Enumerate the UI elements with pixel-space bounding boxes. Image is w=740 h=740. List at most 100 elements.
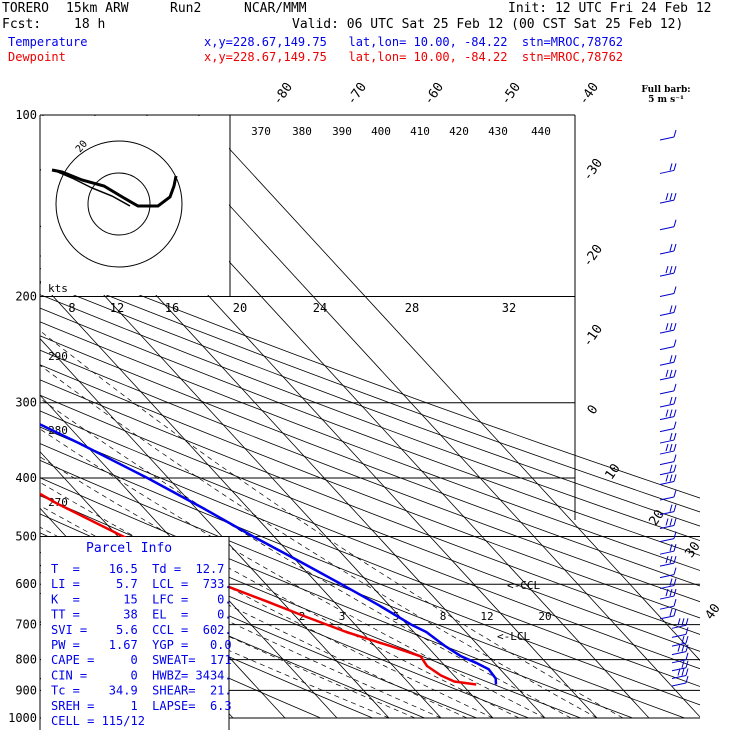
hodograph-speed-label: 24 [313, 301, 327, 315]
theta-label: 440 [531, 125, 551, 138]
hodograph-ring-inner [87, 172, 151, 236]
isobar-label-1000: 1000 [8, 711, 37, 725]
parcel-info-row: CIN = 0 HWBZ= 3434. [51, 668, 232, 682]
isotherm-label: 10 [602, 461, 623, 482]
isotherm-line [40, 338, 390, 719]
isobar-label-900: 900 [15, 683, 37, 697]
parcel-info-row: K = 15 LFC = 0. [51, 592, 232, 606]
forecast-hours: 18 h [74, 17, 106, 32]
legend-dewpoint-info: x,y=228.67,149.75 lat,lon= 10.00, -84.22… [204, 50, 624, 64]
forecast-label: Fcst: [2, 17, 42, 32]
wind-barb [659, 489, 677, 501]
wind-barb [659, 608, 677, 620]
wind-barb [659, 265, 677, 277]
dry-adiabat [40, 335, 700, 587]
wind-barb [659, 383, 677, 395]
wind-barb [659, 599, 677, 610]
wind-barb [659, 544, 677, 555]
parcel-info-row: Tc = 34.9 SHEAR= 21. [51, 684, 232, 698]
dry-adiabat [40, 571, 373, 719]
barb-legend-value: 5 m s⁻¹ [648, 95, 684, 105]
isobar-label-200: 200 [15, 290, 37, 304]
isotherm-line [145, 115, 700, 718]
isobar-label-700: 700 [15, 618, 37, 632]
wind-barb [659, 219, 677, 231]
wind-barb [659, 243, 677, 255]
wind-barb [659, 409, 677, 421]
isotherm-line [40, 281, 442, 719]
theta-left-label: 280 [48, 424, 68, 437]
dry-adiabat [40, 321, 700, 571]
series-line-temperature [40, 423, 498, 685]
mixing-ratio-label: 20 [538, 610, 551, 623]
hodograph-speed-label: 28 [405, 301, 419, 315]
theta-label: 370 [251, 125, 271, 138]
wind-barb [659, 192, 677, 204]
wind-barb [659, 421, 677, 433]
isotherm-label: -30 [580, 156, 606, 184]
isotherm-label: -20 [580, 242, 606, 270]
parcel-info-row: TT = 38 EL = 0. [51, 608, 232, 622]
dry-adiabat [40, 459, 685, 719]
isobar-label-100: 100 [15, 108, 37, 122]
moist-adiabat [40, 364, 598, 719]
wind-barb [659, 567, 677, 579]
parcel-info-row: CELL = 115/12 [51, 714, 145, 728]
isobar-label-800: 800 [15, 653, 37, 667]
wind-barb [659, 339, 677, 351]
isotherm-label: 20 [646, 507, 667, 528]
isotherm-label: 30 [682, 539, 703, 560]
wind-barb [671, 627, 689, 638]
isobar-label-300: 300 [15, 396, 37, 410]
parcel-info-row: SREH = 1 LAPSE= 6.3 [51, 699, 232, 713]
wind-barb [659, 129, 677, 141]
isotherm-label: -40 [576, 80, 602, 108]
isotherm-label: -70 [344, 80, 370, 108]
wind-barb [659, 443, 677, 455]
theta-label: 400 [371, 125, 391, 138]
isotherm-label: -60 [421, 80, 447, 108]
wind-barb [671, 675, 689, 687]
legend-temperature-name: Temperature [8, 35, 88, 49]
wind-barb [659, 588, 677, 600]
wind-barb [659, 369, 677, 381]
dry-adiabat [40, 349, 700, 603]
center-label: NCAR/MMM [244, 1, 307, 16]
dry-adiabat [40, 280, 700, 527]
hodograph-speed-label: 20 [233, 301, 247, 315]
parcel-info-row: PW = 1.67 YGP = 0.0 [51, 638, 232, 652]
isotherm-line [40, 394, 338, 719]
theta-label: 410 [410, 125, 430, 138]
model-resolution: 15km ARW [66, 1, 129, 16]
parcel-info-row: CAPE = 0 SWEAT= 171 [51, 653, 232, 667]
wind-barb [659, 322, 677, 334]
model-name: TORERO [2, 1, 49, 16]
wind-barb [659, 286, 677, 298]
wind-barb [659, 396, 677, 408]
isotherm-label: -50 [498, 80, 524, 108]
wind-barb [671, 660, 689, 672]
hodograph-unit-label: kts [48, 282, 68, 295]
wind-barb [659, 531, 677, 543]
parcel-panel-bg [41, 537, 229, 729]
legend-dewpoint-name: Dewpoint [8, 50, 66, 64]
wind-barb [659, 355, 677, 366]
dry-adiabat [40, 443, 700, 706]
isotherm-label: -80 [270, 80, 296, 108]
wind-barb [659, 578, 677, 590]
theta-left-label: 290 [48, 350, 68, 363]
parcel-info-row: SVI = 5.6 CCL = 602. [51, 623, 232, 637]
isotherm-line [197, 115, 700, 661]
ccl-marker: <-CCL [507, 579, 540, 592]
hodograph-speed-label: 12 [110, 301, 124, 315]
wind-barb [671, 644, 689, 656]
dry-adiabat [40, 255, 700, 499]
isobar-label-500: 500 [15, 529, 37, 543]
hodograph-speed-label: 8 [68, 301, 75, 315]
mixing-ratio-label: 8 [440, 610, 447, 623]
wind-barb [671, 668, 689, 679]
theta-label: 430 [488, 125, 508, 138]
valid-time: Valid: 06 UTC Sat 25 Feb 12 (00 CST Sat … [292, 17, 684, 32]
lcl-marker: <-LCL [497, 630, 530, 643]
